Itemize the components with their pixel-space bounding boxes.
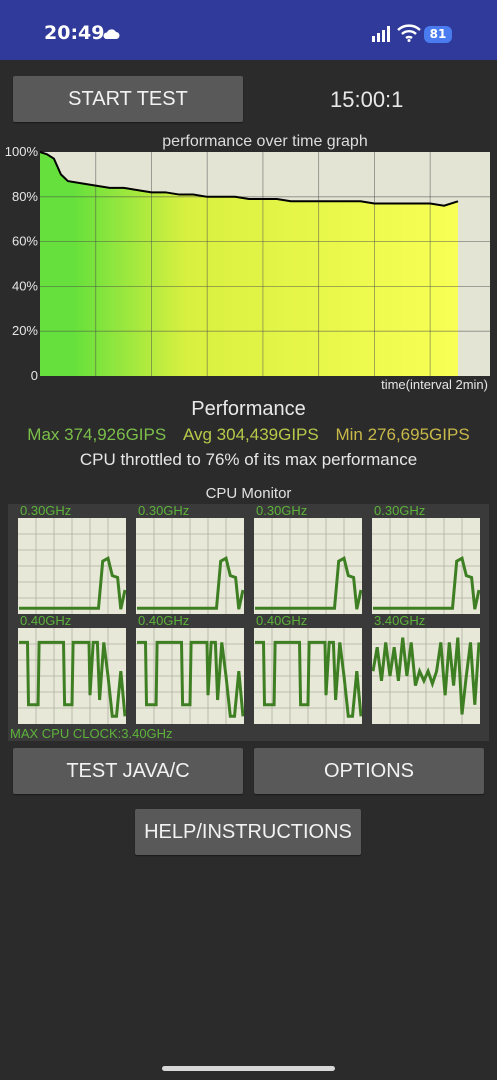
cpu-frequency-line [255, 640, 363, 718]
y-tick-label: 40% [12, 278, 38, 293]
start-test-button[interactable]: START TEST [13, 76, 243, 122]
options-button[interactable]: OPTIONS [254, 748, 484, 794]
cpu-core-graph: 0.30GHz [18, 503, 128, 616]
performance-heading: Performance [191, 398, 306, 420]
cpu-monitor-panel: 0.30GHz 0.30GHz 0.30GHz 0.30GHz 0.40GHz 0.40G… [8, 503, 489, 741]
status-time: 20:49 [44, 22, 105, 44]
cpu-core-graph: 0.40GHz [254, 613, 364, 726]
cpu-core-chart [254, 628, 363, 724]
home-indicator[interactable] [162, 1066, 335, 1071]
cpu-core-frequency: 0.30GHz [138, 503, 190, 518]
y-tick-label: 60% [12, 234, 38, 249]
cpu-core-frequency: 0.30GHz [20, 503, 72, 518]
cpu-monitor-title: CPU Monitor [205, 485, 292, 502]
performance-chart: 100% 80% 60% 40% 20% 0 time(interval 2min) [5, 144, 490, 392]
y-tick-label: 100% [5, 144, 39, 159]
cpu-frequency-line [373, 556, 481, 610]
cpu-frequency-line [137, 556, 245, 610]
cpu-core-frequency: 0.40GHz [256, 613, 308, 628]
avg-performance: Avg 304,439GIPS [182, 425, 319, 444]
cpu-frequency-line [255, 556, 363, 610]
max-performance: Max 374,926GIPS [27, 425, 167, 444]
battery-icon: 81 [424, 26, 452, 43]
cpu-core-graph: 0.30GHz [372, 503, 482, 616]
cpu-core-graph: 0.40GHz [136, 613, 246, 726]
throttle-text: CPU throttled to 76% of its max performa… [79, 450, 418, 469]
cpu-core-frequency: 0.30GHz [374, 503, 426, 518]
performance-area [40, 152, 458, 376]
cpu-core-graph: 3.40GHz [371, 613, 482, 726]
cloud-icon [103, 29, 120, 39]
test-java-c-button[interactable]: TEST JAVA/C [13, 748, 243, 794]
cpu-core-graph: 0.40GHz [18, 613, 128, 726]
cpu-core-frequency: 0.40GHz [138, 613, 190, 628]
cpu-core-chart [254, 518, 363, 614]
x-axis-label: time(interval 2min) [381, 377, 488, 392]
performance-line [39, 151, 459, 207]
cpu-core-graph: 0.30GHz [254, 503, 364, 616]
cpu-core-graph: 0.30GHz [136, 503, 246, 616]
cpu-frequency-line [137, 640, 245, 718]
cpu-frequency-line [19, 556, 127, 610]
chart-title: performance over time graph [162, 133, 368, 150]
status-bar: 20:49 81 [0, 0, 497, 60]
y-tick-label: 0 [31, 368, 38, 383]
cpu-core-chart [372, 518, 481, 614]
max-cpu-clock: MAX CPU CLOCK:3.40GHz [10, 726, 173, 741]
cpu-core-frequency: 0.30GHz [256, 503, 308, 518]
min-performance: Min 276,695GIPS [335, 425, 470, 444]
help-instructions-button[interactable]: HELP/INSTRUCTIONS [135, 809, 361, 855]
cpu-frequency-line [371, 637, 481, 715]
cpu-core-frequency: 3.40GHz [374, 613, 426, 628]
signal-icon [372, 26, 390, 42]
cpu-core-chart [136, 518, 245, 614]
wifi-icon [397, 24, 421, 42]
cpu-frequency-line [19, 640, 127, 718]
cpu-core-chart [136, 628, 245, 724]
cpu-core-frequency: 0.40GHz [20, 613, 72, 628]
cpu-core-chart [18, 518, 127, 614]
performance-stats: Max 374,926GIPS Avg 304,439GIPS Min 276,… [0, 425, 497, 445]
y-tick-label: 80% [12, 189, 38, 204]
y-tick-label: 20% [12, 323, 38, 338]
cpu-core-chart [18, 628, 127, 724]
timer: 15:00:1 [330, 87, 404, 112]
cpu-core-chart [371, 628, 481, 724]
